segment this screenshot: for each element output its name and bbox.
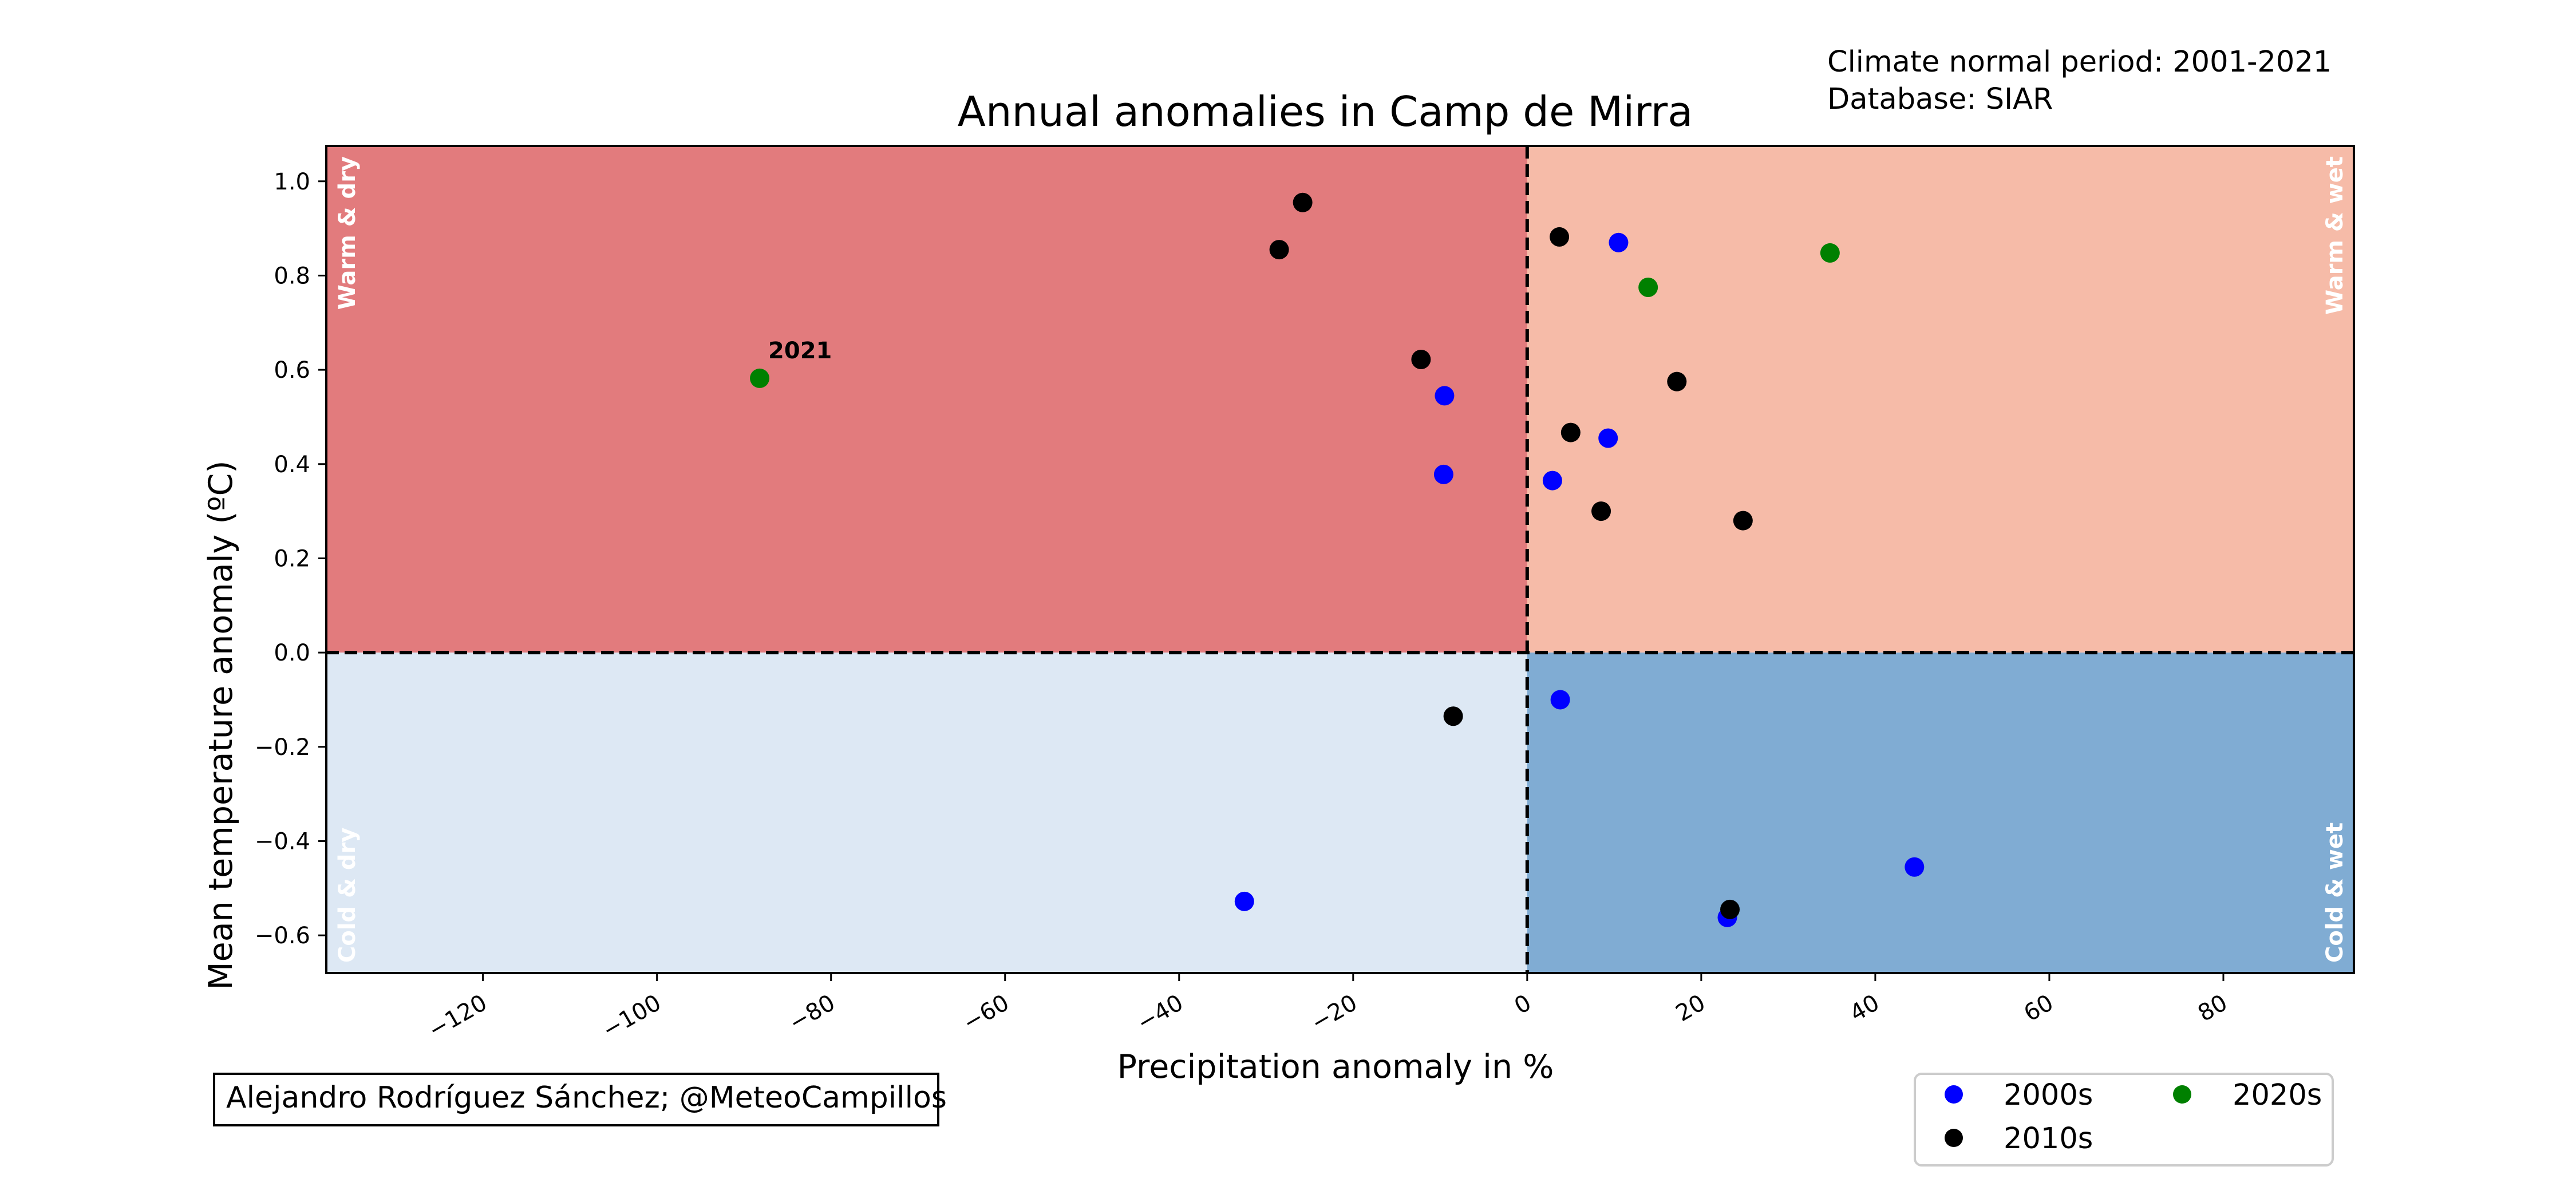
reference-lines [326,146,2354,973]
y-tick-label: −0.2 [255,734,310,761]
x-tick-label: −20 [1307,990,1362,1037]
legend-box [1914,1073,2334,1167]
quadrant-label-top-right: Warm & wet [2322,156,2348,315]
y-tick-label: −0.6 [255,923,310,949]
quadrant-label-bottom-left: Cold & dry [334,828,361,963]
point-2000s-6 [1234,891,1254,911]
point-2010s-9 [1720,899,1740,919]
y-axis-label: Mean temperature anomaly (ºC) [202,460,240,990]
chart-title: Annual anomalies in Camp de Mirra [958,88,1693,136]
y-axis-ticks: 1.0 0.8 0.6 0.4 0.2 0.0 −0.2 −0.4 −0.6 [255,169,326,949]
legend-entry-2010s: 2010s [1945,1122,2093,1156]
point-2000s-8 [1905,857,1925,877]
point-2010s-5 [1560,422,1581,442]
y-tick-label: 0.8 [274,263,310,289]
legend-label-2010s: 2010s [2004,1122,2093,1156]
y-tick-label: 0.6 [274,357,310,383]
x-tick-label: −100 [598,990,666,1044]
y-tick-label: 0.0 [274,640,310,666]
x-tick-label: −80 [785,990,840,1037]
quadrant-top-right [1527,146,2354,653]
point-2020s-0 [750,368,770,388]
x-tick-label: 40 [1846,990,1884,1027]
point-2000s-2 [1433,464,1453,484]
quadrant-label-top-left: Warm & dry [334,156,361,310]
point-2010s-2 [1550,227,1570,247]
point-2000s-3 [1598,428,1618,448]
quadrant-label-bottom-right: Cold & wet [2322,823,2348,963]
legend-label-2000s: 2000s [2004,1078,2093,1112]
legend-marker-2010s [1945,1129,1963,1147]
point-2000s-0 [1609,232,1629,252]
x-tick-label: 80 [2194,990,2232,1027]
y-tick-label: −0.4 [255,828,310,855]
point-2010s-4 [1667,371,1687,392]
x-tick-label: 60 [2020,990,2058,1027]
point-2000s-5 [1550,690,1570,710]
y-tick-label: 0.4 [274,452,310,478]
legend: 2000s 2010s 2020s [1914,1073,2334,1167]
x-tick-label: 20 [1672,990,1710,1027]
quadrant-bottom-right [1527,653,2354,973]
x-tick-label: −120 [424,990,491,1044]
y-tick-label: 1.0 [274,169,310,195]
quadrant-labels: Warm & dry Warm & wet Cold & dry Cold & wet [334,156,2348,963]
point-2000s-1 [1435,386,1455,406]
x-tick-label: 0 [1510,990,1536,1020]
y-tick-label: 0.2 [274,545,310,572]
point-2020s-2 [1820,243,1840,263]
quadrant-backgrounds [326,146,2354,973]
quadrant-top-left [326,146,1527,653]
legend-marker-2020s [2173,1085,2191,1104]
quadrant-bottom-left [326,653,1527,973]
point-2010s-8 [1443,706,1463,726]
point-2010s-6 [1591,501,1611,521]
legend-entry-2000s: 2000s [1945,1078,2093,1112]
x-axis-label: Precipitation anomaly in % [1117,1048,1554,1086]
point-2020s-1 [1638,278,1658,298]
point-label-2021: 2021 [768,338,832,364]
point-2010s-3 [1411,349,1431,369]
credit-box: Alejandro Rodríguez Sánchez; @MeteoCampi… [213,1073,947,1126]
x-tick-label: −60 [959,990,1014,1037]
legend-label-2020s: 2020s [2233,1078,2322,1112]
credit-text: Alejandro Rodríguez Sánchez; @MeteoCampi… [226,1081,947,1115]
point-annotations: 2021 [768,338,832,364]
x-tick-label: −40 [1133,990,1188,1037]
climate-normal-note: Climate normal period: 2001-2021 [1827,45,2332,79]
legend-entry-2020s: 2020s [2173,1078,2322,1112]
point-2010s-7 [1733,511,1753,531]
legend-marker-2000s [1945,1085,1963,1104]
x-axis-ticks: −120 −100 −80 −60 −40 −20 0 20 40 60 80 [424,973,2232,1044]
point-2010s-0 [1293,192,1313,212]
plot-frame [325,145,2355,974]
point-2000s-4 [1542,470,1562,491]
database-note: Database: SIAR [1827,82,2053,116]
data-points [750,192,1925,927]
point-2010s-1 [1269,240,1289,260]
